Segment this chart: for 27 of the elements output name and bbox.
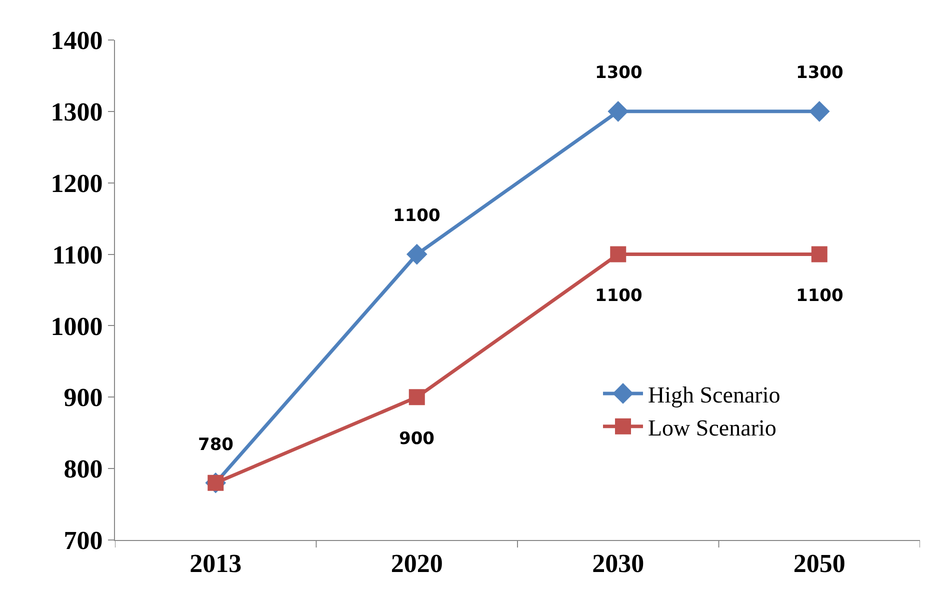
legend-label: Low Scenario <box>648 415 776 440</box>
y-tick-label: 1100 <box>52 240 103 270</box>
x-tick-label: 2020 <box>390 549 443 578</box>
x-tick-label: 2030 <box>592 549 644 578</box>
y-tick-label: 700 <box>64 526 103 556</box>
y-tick-label: 1000 <box>50 312 103 341</box>
legend-label: High Scenario <box>648 382 780 408</box>
data-label: 780 <box>198 435 234 455</box>
x-tick-label: 2050 <box>793 549 846 578</box>
point <box>811 246 828 262</box>
y-tick-label: 1300 <box>50 98 103 127</box>
point <box>608 101 629 122</box>
data-label: 1100 <box>595 286 642 306</box>
point <box>610 246 626 262</box>
point <box>408 389 425 406</box>
point <box>808 101 830 122</box>
data-label: 900 <box>399 429 435 449</box>
data-label: 1100 <box>796 286 844 306</box>
y-tick-label: 1200 <box>50 168 103 198</box>
x-tick-label: 2013 <box>190 549 242 578</box>
y-tick-label: 800 <box>64 454 103 484</box>
data-label: 1100 <box>393 206 440 226</box>
point <box>406 244 428 265</box>
y-tick-label: 900 <box>64 383 103 412</box>
y-tick-label: 1400 <box>50 26 103 56</box>
data-label: 1300 <box>796 63 844 83</box>
data-label: 1300 <box>595 63 642 83</box>
